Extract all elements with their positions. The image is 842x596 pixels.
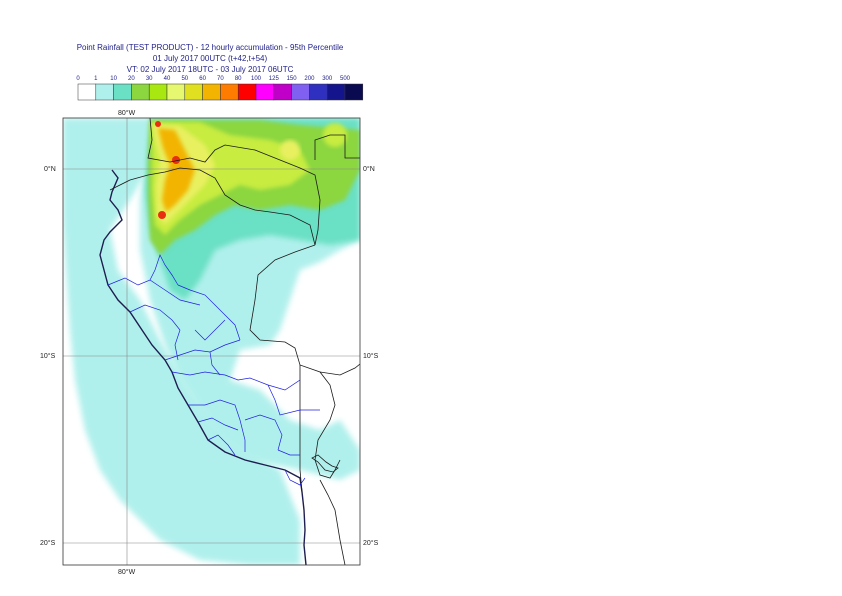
legend-tick-label: 50 (181, 76, 188, 82)
legend-swatch (344, 83, 364, 101)
country-border-ecuador-peru (109, 167, 316, 246)
country-border-venezuela (314, 134, 360, 160)
color-legend: 0 1 10 20 30 40 50 60 70 80 100 125 150 200 300 500 (76, 76, 364, 101)
title-line-3: VT: 02 July 2017 18UTC - 03 July 2017 06… (126, 65, 294, 74)
lat-label-right-0: 0°N (363, 165, 375, 173)
legend-tick-label: 70 (217, 76, 224, 82)
country-border-peru-bolivia (299, 365, 303, 493)
legend-tick-label: 200 (304, 76, 315, 82)
legend-tick-label: 500 (340, 76, 351, 82)
lon-label-top: 80°W (118, 109, 136, 117)
legend-tick-label: 300 (322, 76, 333, 82)
legend-tick-label: 30 (146, 76, 153, 82)
lake-titicaca (311, 454, 339, 473)
legend-tick-label: 125 (269, 76, 280, 82)
country-border-colombia (147, 118, 321, 246)
lat-label-left-0: 0°N (44, 165, 56, 173)
country-border-brazil-bolivia (319, 363, 360, 376)
lat-label-left-20: 20°S (40, 539, 56, 547)
legend-tick-label: 40 (164, 76, 171, 82)
legend-tick-label: 20 (128, 76, 135, 82)
legend-tick-label: 10 (110, 76, 117, 82)
rain-red-max-south (158, 211, 166, 219)
title-line-2: 01 July 2017 00UTC (t+42,t+54) (152, 54, 268, 63)
legend-tick-label: 0 (76, 76, 80, 82)
legend-tick-label: 60 (199, 76, 206, 82)
legend-tick-label: 100 (251, 76, 262, 82)
legend-tick-label: 150 (287, 76, 298, 82)
country-border-brazil-peru (249, 244, 341, 479)
legend-tick-label: 1 (94, 76, 98, 82)
rain-east-lime-patch (280, 140, 300, 160)
rain-orange-core (158, 128, 195, 212)
lat-label-left-10: 10°S (40, 352, 56, 360)
lat-label-right-10: 10°S (363, 352, 379, 360)
legend-tick-label: 80 (235, 76, 242, 82)
lon-label-bottom: 80°W (118, 568, 136, 576)
country-border-bolivia-chile (319, 479, 346, 565)
rain-red-max-north (172, 156, 180, 164)
lat-label-right-20: 20°S (363, 539, 379, 547)
map-frame (62, 117, 361, 566)
graticule (63, 118, 360, 565)
regional-borders (107, 254, 320, 486)
rain-red-max-top (155, 121, 161, 127)
title-line-1: Point Rainfall (TEST PRODUCT) - 12 hourl… (76, 43, 344, 52)
